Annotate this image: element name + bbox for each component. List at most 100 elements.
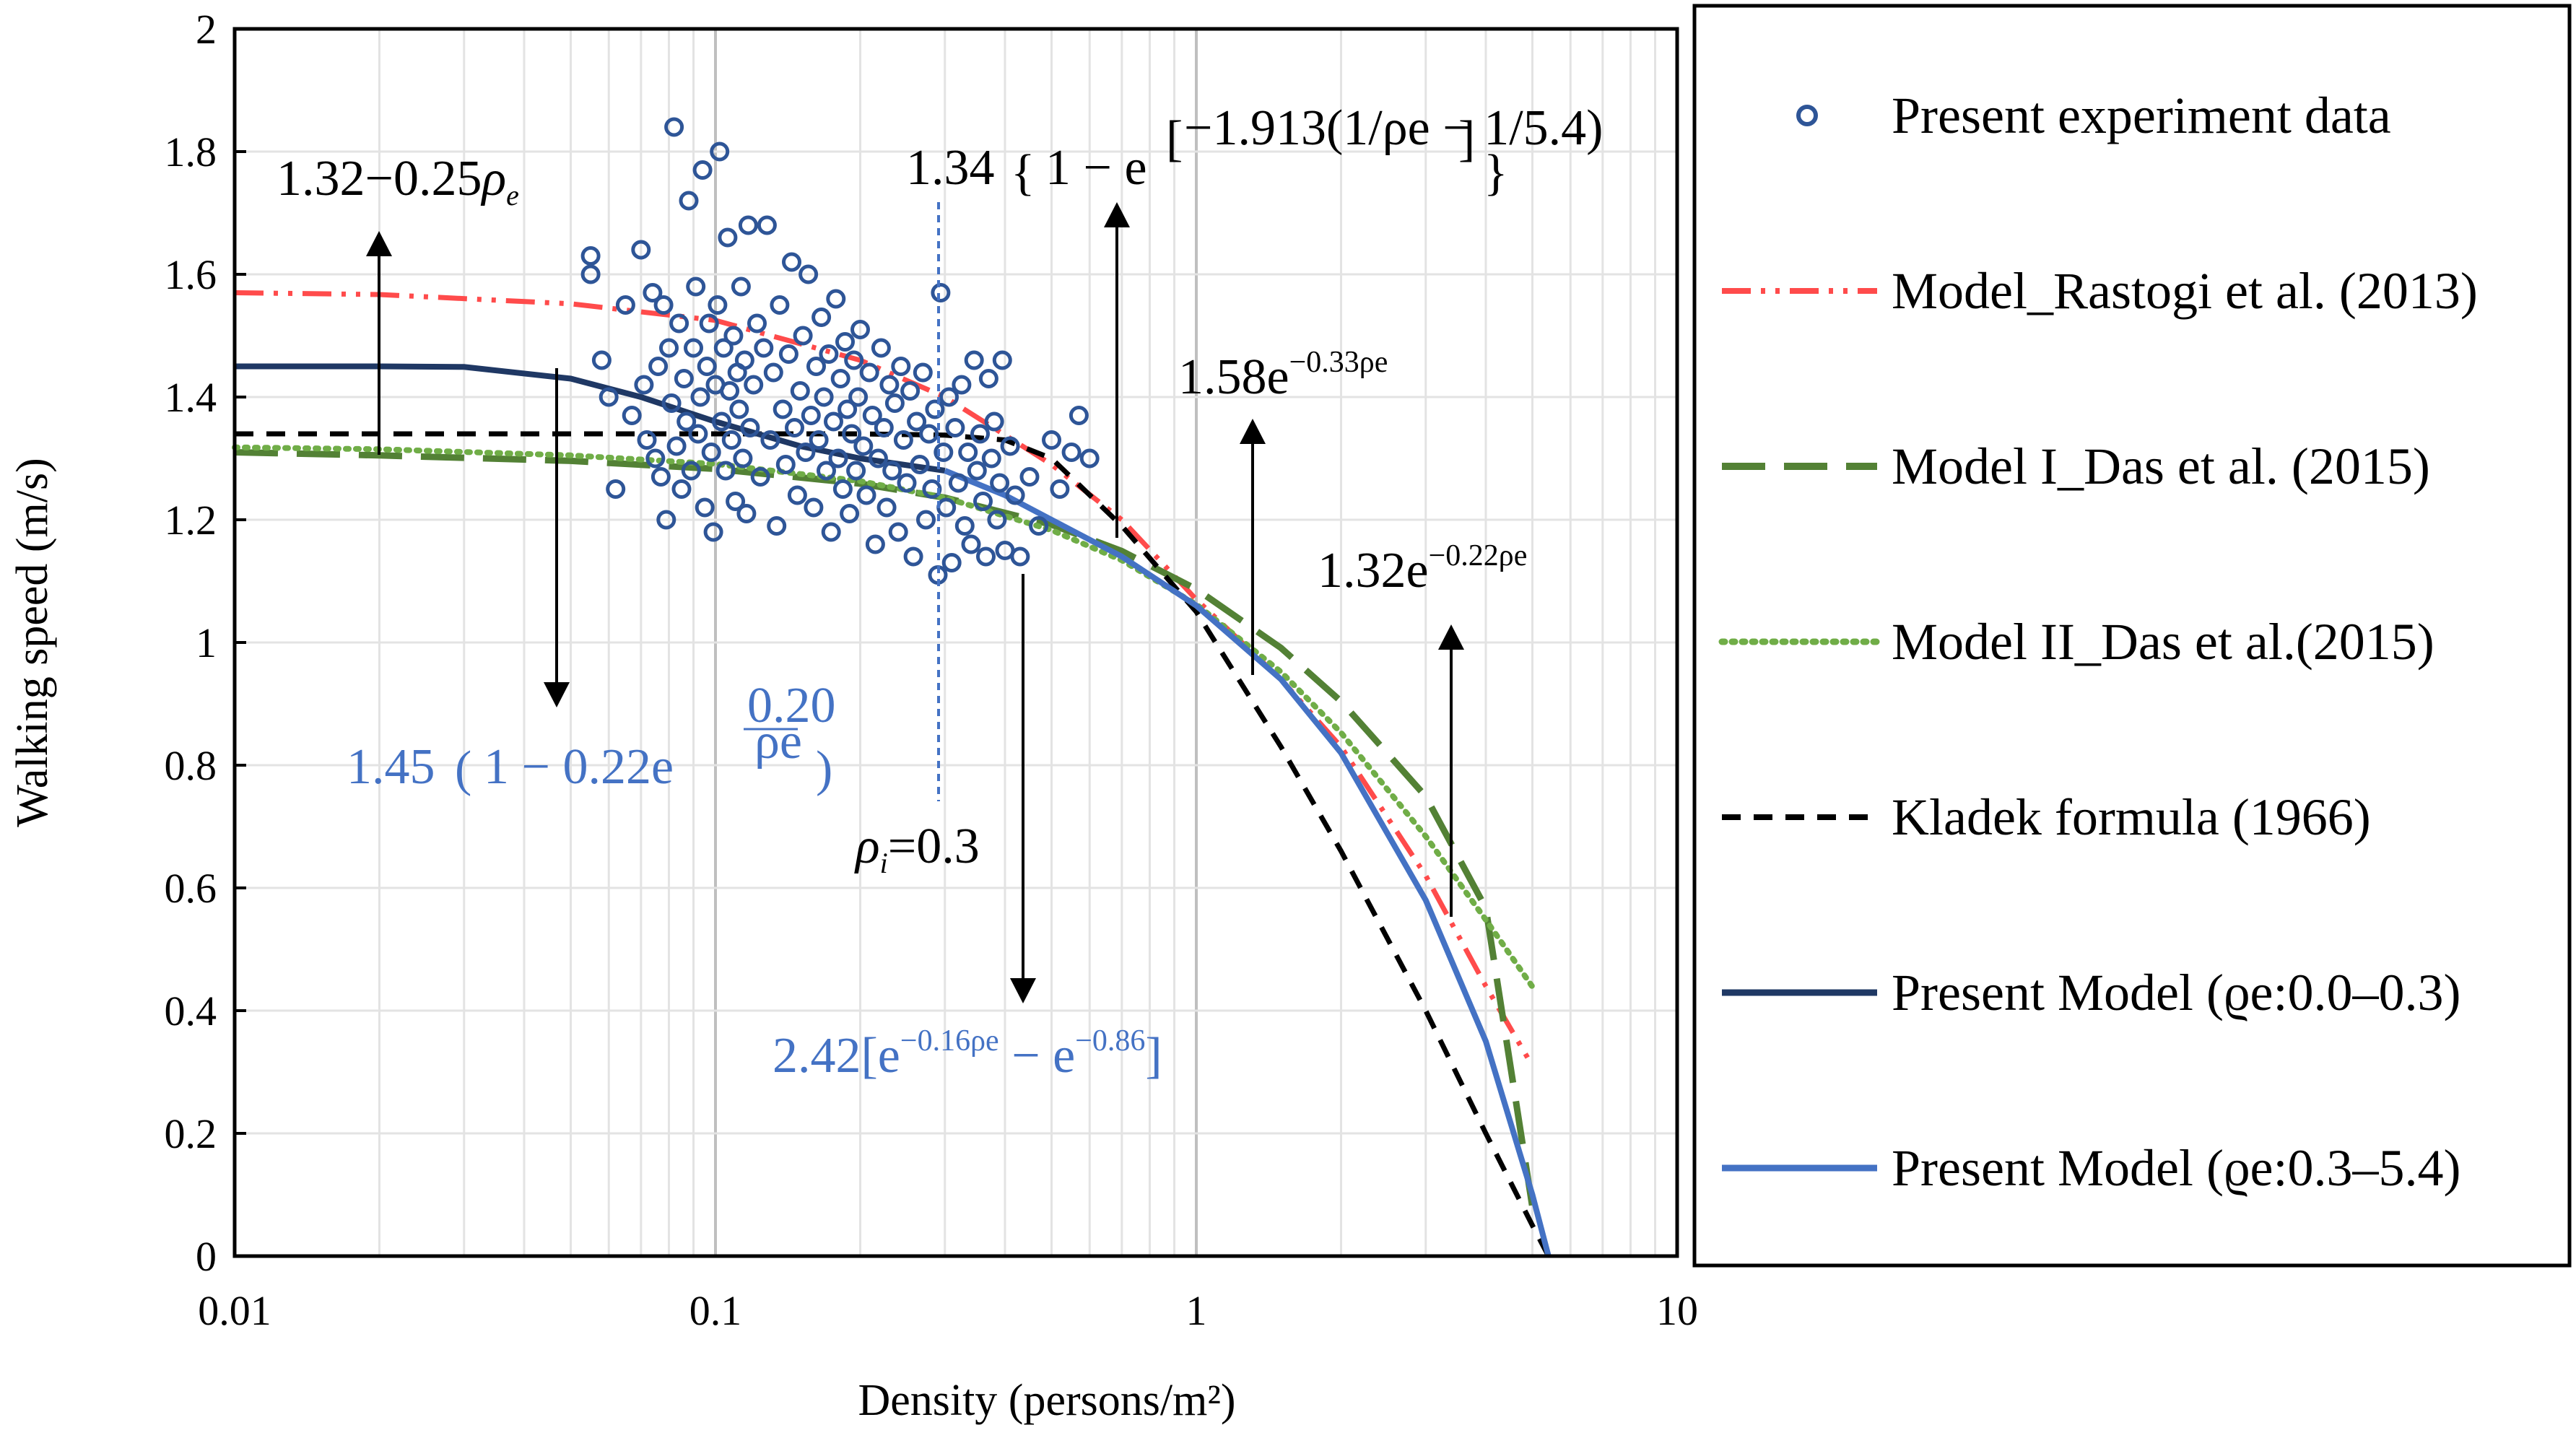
data-point [615, 295, 635, 315]
data-point [848, 387, 869, 407]
data-point [837, 399, 858, 419]
data-point [782, 252, 801, 272]
data-point [826, 289, 846, 309]
data-point [738, 215, 758, 235]
data-point [973, 492, 993, 511]
data-point [856, 485, 876, 505]
das2-formula-label: 1.32e−0.22ρe [1318, 539, 1527, 598]
legend-label: Present experiment data [1892, 87, 2391, 144]
data-point [701, 443, 721, 462]
data-point [790, 381, 810, 401]
data-point [757, 215, 777, 235]
data-point [865, 534, 885, 554]
data-point [954, 516, 975, 536]
data-point [740, 418, 760, 437]
data-point [703, 522, 723, 542]
data-point [846, 461, 866, 481]
data-point [708, 295, 728, 315]
data-point [699, 313, 719, 334]
data-point [900, 381, 921, 401]
svg-text:−1.913(1/ρe − 1/5.4): −1.913(1/ρe − 1/5.4) [1184, 100, 1603, 156]
data-point [681, 461, 701, 481]
data-point [653, 295, 674, 315]
data-point [888, 522, 908, 542]
data-point [793, 326, 813, 346]
series-line-2 [234, 449, 1536, 1208]
data-point [778, 344, 799, 364]
data-point [695, 497, 715, 518]
svg-text:1.34: 1.34 [906, 140, 995, 196]
data-point [679, 191, 699, 211]
x-tick-labels: 0.01 0.1 1 10 [198, 1287, 1698, 1334]
rastogi-formula-label: 1.32−0.25ρe [277, 151, 519, 212]
data-point [1005, 485, 1025, 505]
data-point [910, 455, 930, 474]
y-tick-label: 0.2 [165, 1110, 217, 1157]
data-point [919, 424, 939, 444]
data-point [934, 443, 954, 462]
svg-text:): ) [816, 741, 832, 797]
annotation-arrows [366, 202, 1464, 1003]
data-point [948, 473, 968, 493]
data-point [796, 443, 816, 462]
data-point [734, 350, 754, 370]
data-point [884, 393, 905, 413]
data-point [840, 504, 860, 523]
data-point [961, 534, 981, 554]
present-low-formula-label: 1.45 ( 1 − 0.22e 0.20 ρe ) [347, 678, 836, 797]
data-point [903, 546, 923, 567]
data-point [648, 357, 669, 376]
data-point [733, 448, 753, 469]
data-point [713, 338, 734, 358]
data-point [853, 436, 874, 456]
data-point [723, 326, 744, 346]
data-point [893, 430, 913, 450]
x-tick-label: 0.1 [689, 1287, 742, 1334]
data-point [712, 411, 731, 432]
data-point [744, 375, 764, 395]
data-point [643, 283, 663, 302]
present-high-formula-label: 2.42[e−0.16ρe − e−0.86] [773, 1024, 1162, 1084]
data-point [891, 357, 911, 376]
data-point [828, 448, 848, 469]
data-point [871, 338, 891, 358]
data-point [664, 117, 684, 137]
data-point [925, 399, 945, 419]
data-point [964, 350, 984, 370]
data-point [830, 369, 850, 388]
legend-label: Model_Rastogi et al. (2013) [1892, 262, 2478, 320]
data-point [967, 461, 987, 481]
legend-label: Model II_Das et al.(2015) [1892, 613, 2434, 671]
data-point [674, 369, 694, 388]
data-point [819, 344, 839, 364]
data-point [850, 320, 870, 339]
data-point [690, 387, 710, 407]
data-point [931, 283, 951, 302]
data-point [720, 381, 740, 401]
data-point [832, 479, 853, 499]
svg-text:ρe: ρe [754, 714, 802, 770]
data-point [1019, 467, 1040, 487]
data-point [726, 492, 746, 511]
data-point [859, 362, 879, 383]
data-point [606, 479, 626, 499]
data-point [992, 350, 1012, 370]
data-point [731, 276, 751, 297]
data-point [580, 264, 601, 284]
legend-label: Present Model (ϱe:0.3–5.4) [1892, 1139, 2460, 1197]
data-point [1061, 443, 1082, 462]
data-point [876, 497, 897, 518]
data-point [874, 418, 894, 437]
data-point [882, 461, 902, 481]
data-point [945, 418, 965, 437]
series-line-3 [232, 444, 1536, 990]
data-point [760, 430, 780, 450]
data-point [842, 424, 862, 444]
data-point [987, 510, 1007, 530]
data-point [913, 362, 933, 383]
data-point [981, 448, 1001, 469]
data-point [976, 546, 996, 567]
legend: Present experiment data Model_Rastogi et … [1718, 87, 2478, 1197]
data-point [659, 338, 679, 358]
